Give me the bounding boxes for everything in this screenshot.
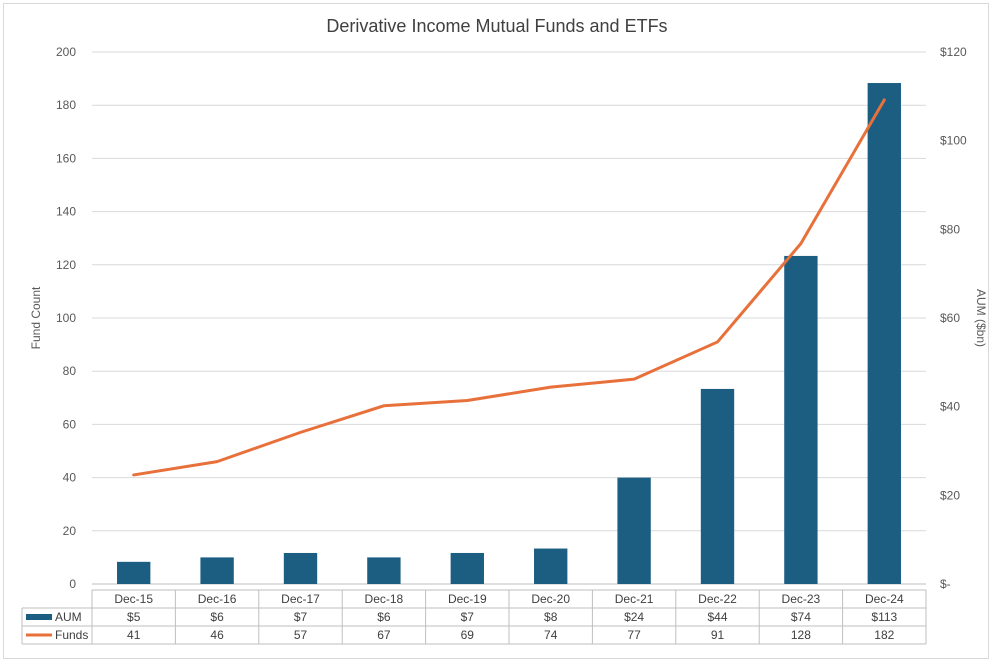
- y-left-tick-label: 60: [63, 417, 77, 431]
- y-right-tick-label: $60: [940, 311, 960, 325]
- aum-legend-key: [26, 614, 52, 620]
- y-right-tick-label: $80: [940, 222, 960, 236]
- funds-value-label: 57: [294, 628, 308, 642]
- aum-value-label: $113: [871, 610, 897, 624]
- y-axis-left-ticks: 0 20 40 60 80 100 120 140 160 180 200: [56, 45, 76, 591]
- funds-value-label: 41: [127, 628, 141, 642]
- x-tick-label: Dec-21: [615, 592, 654, 606]
- funds-value-label: 67: [377, 628, 391, 642]
- x-tick-label: Dec-19: [448, 592, 487, 606]
- aum-bar: [534, 548, 568, 584]
- aum-value-label: $74: [791, 610, 811, 624]
- x-tick-label: Dec-22: [698, 592, 737, 606]
- y-right-tick-label: $-: [940, 577, 951, 591]
- x-tick-label: Dec-16: [198, 592, 237, 606]
- funds-value-label: 69: [461, 628, 475, 642]
- y-left-tick-label: 180: [56, 98, 76, 112]
- aum-bars: [117, 83, 901, 585]
- aum-bar: [700, 388, 735, 584]
- y-left-tick-label: 160: [56, 151, 76, 165]
- y-left-tick-label: 80: [63, 364, 77, 378]
- aum-value-label: $7: [461, 610, 475, 624]
- aum-bar: [867, 83, 901, 585]
- x-tick-label: Dec-15: [114, 592, 153, 606]
- y-axis-right-title: AUM ($bn): [974, 289, 988, 347]
- aum-bar: [283, 552, 318, 584]
- y-right-tick-label: $120: [940, 45, 967, 59]
- x-tick-label: Dec-23: [782, 592, 821, 606]
- funds-value-label: 91: [711, 628, 725, 642]
- y-right-tick-label: $100: [940, 134, 967, 148]
- funds-value-label: 128: [791, 628, 811, 642]
- x-tick-label: Dec-17: [281, 592, 320, 606]
- y-right-tick-label: $40: [940, 400, 960, 414]
- aum-bar: [784, 255, 818, 584]
- aum-value-label: $8: [544, 610, 558, 624]
- y-left-tick-label: 0: [69, 577, 76, 591]
- y-left-tick-label: 120: [56, 258, 76, 272]
- aum-value-label: $44: [707, 610, 727, 624]
- aum-legend-label: AUM: [55, 610, 82, 624]
- y-left-tick-label: 140: [56, 205, 76, 219]
- aum-value-label: $5: [127, 610, 141, 624]
- aum-bar: [450, 552, 484, 584]
- funds-value-label: 182: [874, 628, 894, 642]
- aum-bar: [117, 561, 151, 584]
- y-left-tick-label: 20: [63, 524, 77, 538]
- x-tick-label: Dec-20: [531, 592, 570, 606]
- aum-value-label: $6: [377, 610, 391, 624]
- y-axis-right-ticks: $- $20 $40 $60 $80 $100 $120: [940, 45, 967, 591]
- chart-frame: [3, 3, 989, 659]
- aum-bar: [200, 557, 234, 584]
- x-tick-label: Dec-24: [865, 592, 904, 606]
- funds-value-label: 74: [544, 628, 558, 642]
- data-table: Dec-15 Dec-16 Dec-17 Dec-18 Dec-19 Dec-20 Dec-…: [21, 589, 927, 645]
- y-left-tick-label: 100: [56, 311, 76, 325]
- aum-bar: [367, 557, 401, 584]
- y-right-tick-label: $20: [940, 488, 960, 502]
- funds-line: [132, 98, 886, 477]
- funds-line-path: [132, 98, 886, 477]
- y-left-tick-label: 200: [56, 45, 76, 59]
- y-axis-left-title: Fund Count: [29, 286, 43, 349]
- aum-value-label: $6: [210, 610, 224, 624]
- aum-value-label: $24: [624, 610, 644, 624]
- funds-legend-label: Funds: [55, 628, 88, 642]
- x-tick-label: Dec-18: [365, 592, 404, 606]
- y-left-tick-label: 40: [63, 471, 77, 485]
- funds-value-label: 46: [210, 628, 224, 642]
- chart-title: Derivative Income Mutual Funds and ETFs: [326, 16, 667, 36]
- aum-value-label: $7: [294, 610, 308, 624]
- funds-value-label: 77: [627, 628, 641, 642]
- aum-bar: [617, 477, 651, 584]
